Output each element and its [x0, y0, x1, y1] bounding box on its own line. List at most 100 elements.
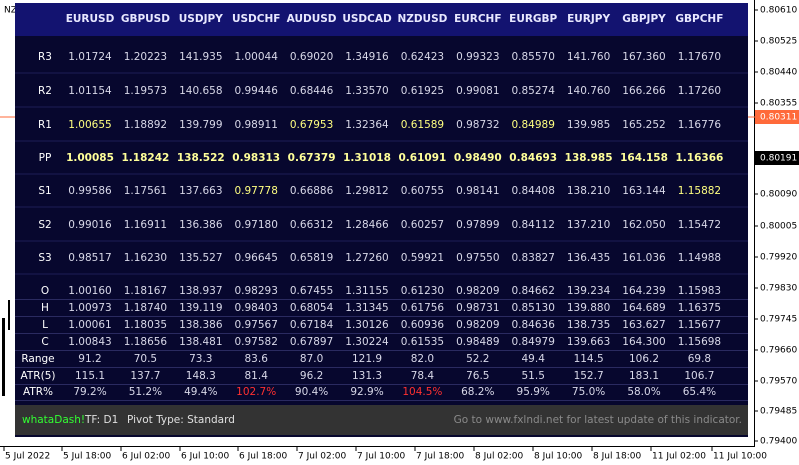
cell: 0.98209: [456, 319, 499, 331]
dashboard: [15, 3, 748, 437]
cell: 162.050: [622, 219, 665, 231]
cell: 0.97778: [234, 185, 277, 197]
cell: 1.15677: [678, 319, 721, 331]
cell: 73.3: [189, 353, 212, 365]
cell: 1.18167: [124, 285, 167, 297]
cell: 1.31155: [345, 285, 388, 297]
cell: 1.27260: [345, 252, 388, 264]
cell: 138.481: [179, 336, 222, 348]
cell: 167.360: [622, 51, 665, 63]
row-label: L: [42, 319, 48, 331]
timeframe: TF: D1: [84, 414, 118, 426]
cell: 139.985: [567, 119, 610, 131]
cell: 166.266: [622, 85, 666, 97]
cell: 0.84979: [511, 336, 554, 348]
time-label: 7 Jul 02:00: [298, 452, 347, 462]
cell: 82.0: [411, 353, 434, 365]
column-header: EURUSD: [66, 13, 115, 25]
cell: 136.386: [179, 219, 223, 231]
price-label: 0.79400: [760, 437, 797, 447]
cell: 0.67897: [290, 336, 333, 348]
cell: 0.69020: [290, 51, 333, 63]
cell: 0.98489: [456, 336, 499, 348]
cell: 1.14988: [678, 252, 721, 264]
cell: 163.627: [622, 319, 665, 331]
cell: 1.33570: [345, 85, 388, 97]
time-label: 6 Jul 18:00: [239, 452, 288, 462]
cell: 0.60257: [401, 219, 444, 231]
price-label: 0.79485: [760, 407, 797, 417]
cell: 69.8: [688, 353, 711, 365]
time-label: 11 Jul 02:00: [652, 452, 706, 462]
cell: 138.735: [567, 319, 610, 331]
cell: 164.158: [620, 152, 668, 164]
cell: 139.234: [567, 285, 611, 297]
cell: 1.32364: [345, 119, 389, 131]
time-label: 5 Jul 2022: [5, 452, 50, 462]
cell: 137.7: [130, 370, 160, 382]
cell: 1.15698: [678, 336, 721, 348]
cell: 0.98731: [456, 302, 499, 314]
price-label: 0.79660: [760, 346, 797, 356]
column-header: AUDUSD: [287, 13, 337, 25]
corner-label: NZ: [4, 6, 17, 16]
cell: 164.300: [622, 336, 665, 348]
column-header: GBPJPY: [622, 13, 666, 25]
cell: 0.62423: [401, 51, 444, 63]
row-label: C: [41, 336, 48, 348]
cell: 1.30126: [345, 319, 389, 331]
cell: 140.760: [567, 85, 610, 97]
cell: 1.18035: [124, 319, 167, 331]
cell: 139.799: [179, 119, 222, 131]
cell: 1.30224: [345, 336, 389, 348]
cell: 1.20223: [124, 51, 167, 63]
cell: 136.435: [567, 252, 610, 264]
cell: 0.66312: [290, 219, 333, 231]
cell: 164.689: [622, 302, 665, 314]
cell: 0.85130: [511, 302, 554, 314]
cell: 135.527: [179, 252, 222, 264]
cell: 1.16776: [678, 119, 722, 131]
cell: 0.98732: [456, 119, 499, 131]
time-label: 8 Jul 02:00: [475, 452, 524, 462]
cell: 95.9%: [517, 386, 550, 398]
column-header: EURGBP: [509, 13, 557, 25]
cell: 1.00843: [68, 336, 111, 348]
time-label: 5 Jul 18:00: [63, 452, 112, 462]
pivot-type: Pivot Type: Standard: [127, 414, 235, 426]
cell: 49.4: [522, 353, 546, 365]
cell: 163.144: [622, 185, 666, 197]
cell: 1.16366: [675, 152, 723, 164]
row-label: Range: [21, 353, 54, 365]
cell: 138.210: [567, 185, 610, 197]
price-label: 0.79920: [760, 253, 797, 263]
cell: 1.19573: [124, 85, 167, 97]
cell: 79.2%: [73, 386, 106, 398]
column-header: USDJPY: [179, 13, 223, 25]
cell: 1.01154: [68, 85, 112, 97]
cell: 0.84408: [511, 185, 554, 197]
column-header: NZDUSD: [397, 13, 447, 25]
cell: 138.522: [177, 152, 225, 164]
cell: 0.84989: [511, 119, 554, 131]
cell: 0.99081: [456, 85, 499, 97]
cell: 1.16911: [124, 219, 167, 231]
cell: 75.0%: [572, 386, 605, 398]
cell: 0.98141: [456, 185, 499, 197]
cell: 0.98209: [456, 285, 499, 297]
cell: 0.85274: [511, 85, 555, 97]
row-label: S2: [38, 219, 51, 231]
row-label: H: [41, 302, 49, 314]
price-label: 0.79745: [760, 315, 797, 325]
cell: 51.2%: [129, 386, 162, 398]
cell: 1.15983: [678, 285, 721, 297]
cell: 96.2: [300, 370, 323, 382]
price-label: 0.80610: [760, 6, 797, 16]
cell: 0.67184: [290, 319, 334, 331]
row-label: R1: [38, 119, 52, 131]
row-label: ATR(5): [21, 370, 56, 382]
cell: 138.386: [179, 319, 223, 331]
time-label: 8 Jul 10:00: [534, 452, 583, 462]
